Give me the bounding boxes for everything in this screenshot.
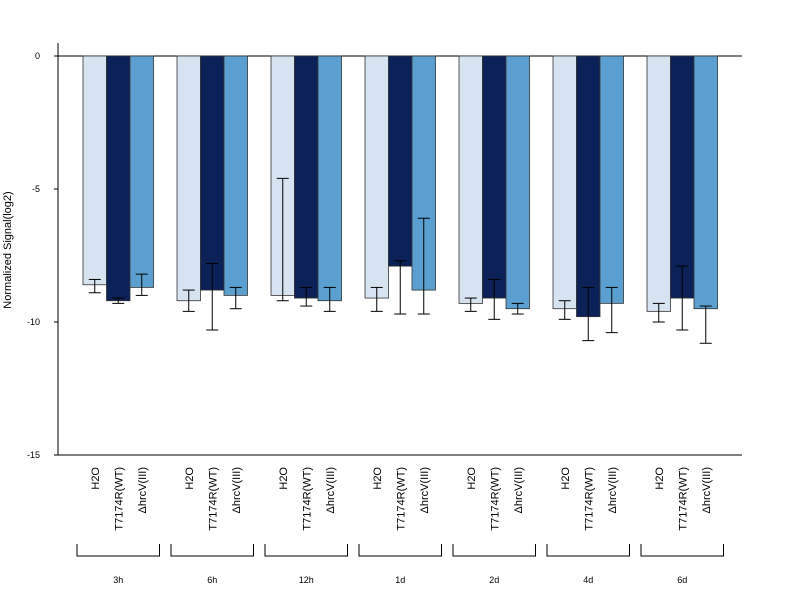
group-bracket	[170, 544, 254, 557]
category-label: T7174R(WT)	[395, 467, 407, 531]
category-label: T7174R(WT)	[489, 467, 501, 531]
category-label: T7174R(WT)	[677, 467, 689, 531]
y-tick-label: -15	[27, 450, 40, 460]
y-tick-label: -5	[32, 184, 40, 194]
bar	[317, 55, 342, 302]
category-label: H2O	[278, 467, 290, 490]
bar	[200, 55, 225, 291]
category-label: H2O	[90, 467, 102, 490]
group-bracket	[546, 544, 630, 557]
bar	[106, 55, 131, 302]
bar	[388, 55, 413, 267]
category-label: H2O	[372, 467, 384, 490]
bar	[552, 55, 577, 310]
bar	[646, 55, 671, 312]
category-label: ΔhrcV(III)	[701, 467, 713, 513]
category-label: H2O	[654, 467, 666, 490]
bar	[670, 55, 695, 299]
group-label: 3h	[113, 575, 123, 585]
category-label: ΔhrcV(III)	[137, 467, 149, 513]
group-label: 1d	[395, 575, 405, 585]
error-bars	[88, 177, 712, 344]
bar	[364, 55, 389, 299]
y-axis-label: Normalized Signal(log2)	[2, 191, 14, 308]
category-label: T7174R(WT)	[583, 467, 595, 531]
category-label: H2O	[560, 467, 572, 490]
category-label: H2O	[184, 467, 196, 490]
group-bracket	[264, 544, 348, 557]
bar	[576, 55, 601, 318]
category-label: ΔhrcV(III)	[231, 467, 243, 513]
category-label: ΔhrcV(III)	[325, 467, 337, 513]
category-label: T7174R(WT)	[301, 467, 313, 531]
bar	[458, 55, 483, 304]
bar	[129, 55, 154, 288]
group-bracket	[452, 544, 536, 557]
category-label: H2O	[466, 467, 478, 490]
group-label: 6d	[677, 575, 687, 585]
bar	[599, 55, 624, 304]
bars	[82, 55, 718, 318]
y-tick-label: 0	[35, 51, 40, 61]
category-label: ΔhrcV(III)	[513, 467, 525, 513]
group-bracket	[76, 544, 160, 557]
bar	[223, 55, 248, 296]
category-label: T7174R(WT)	[113, 467, 125, 531]
axis-labels: H2O T7174R(WT) ΔhrcV(III) 3h H2O T7174R(WT) Δh…	[76, 467, 724, 585]
bar	[294, 55, 319, 299]
category-label: ΔhrcV(III)	[419, 467, 431, 513]
bar	[505, 55, 530, 310]
bar	[693, 55, 718, 310]
group-bracket	[640, 544, 724, 557]
group-label: 12h	[299, 575, 314, 585]
category-label: T7174R(WT)	[207, 467, 219, 531]
y-tick-label: -10	[27, 317, 40, 327]
group-label: 4d	[583, 575, 593, 585]
group-label: 2d	[489, 575, 499, 585]
group-bracket	[358, 544, 442, 557]
bar	[482, 55, 507, 299]
bar	[82, 55, 107, 286]
category-label: ΔhrcV(III)	[607, 467, 619, 513]
bar	[176, 55, 201, 302]
group-label: 6h	[207, 575, 217, 585]
